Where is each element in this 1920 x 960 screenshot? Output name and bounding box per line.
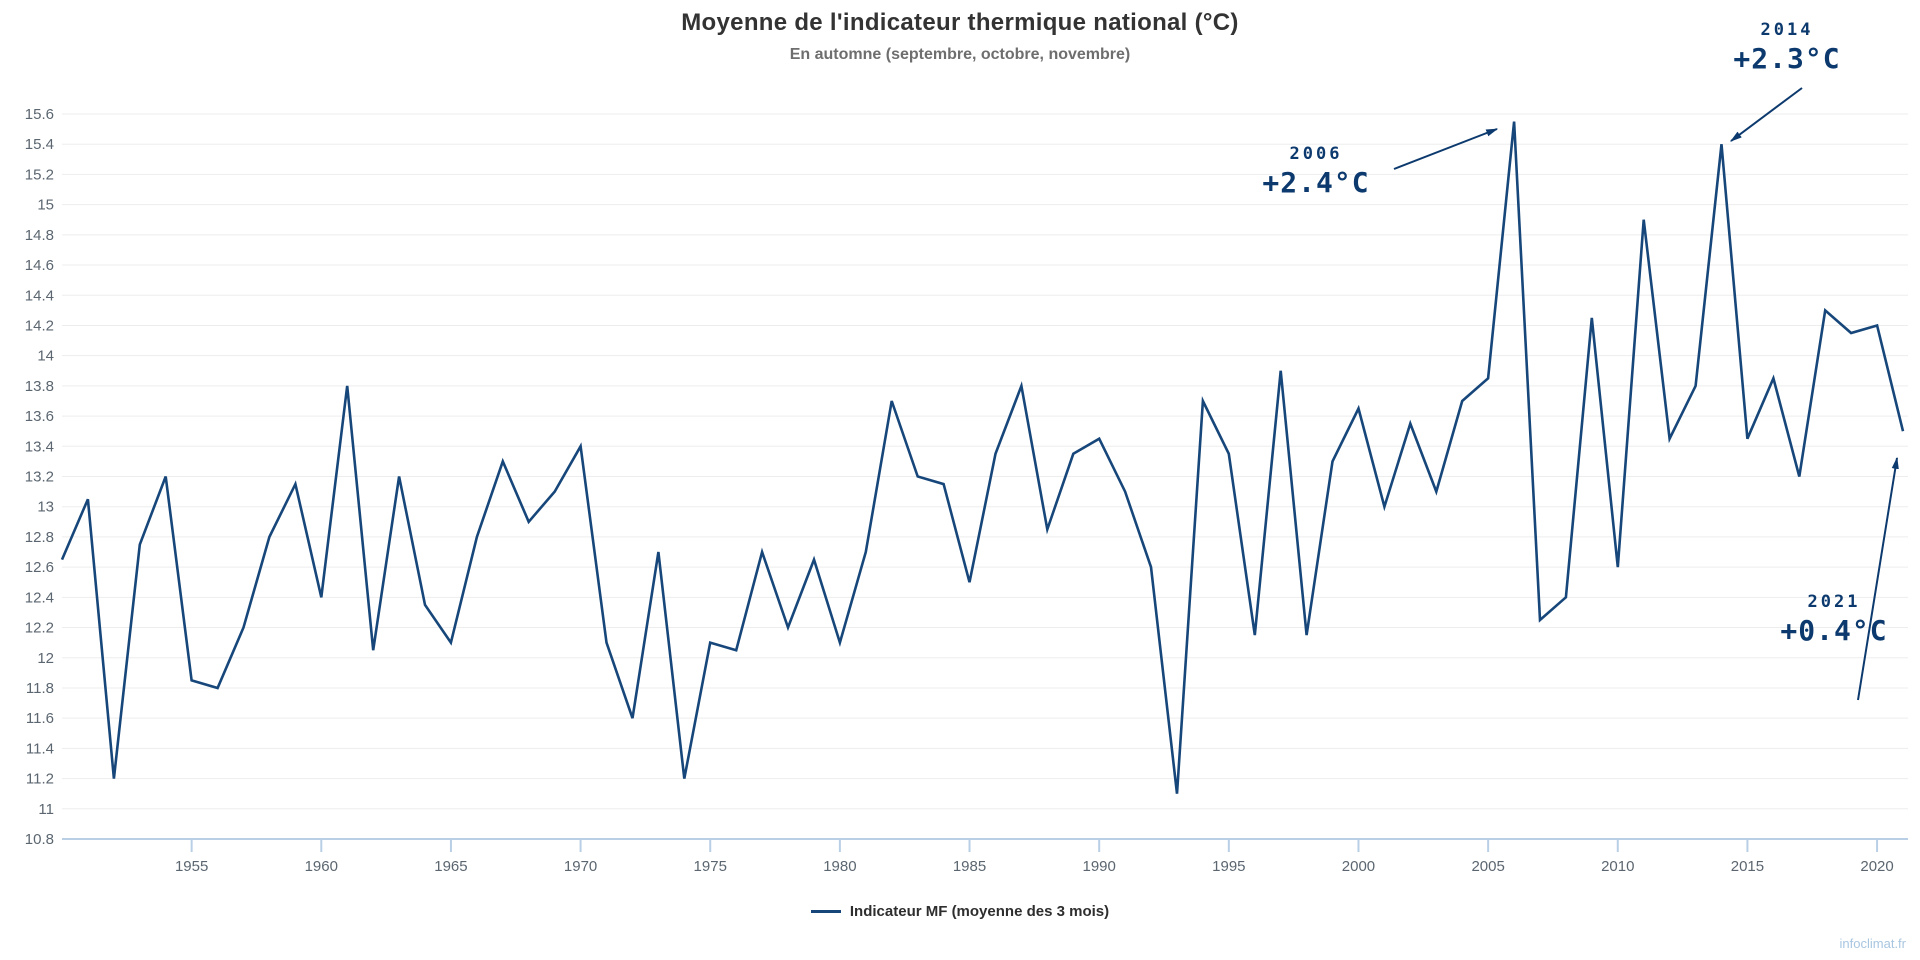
svg-text:1985: 1985: [953, 858, 986, 875]
svg-text:13: 13: [37, 499, 54, 516]
annotation-value-label: +2.3°C: [1733, 42, 1841, 75]
annotation-2021: 2021 +0.4°C: [1780, 592, 1887, 647]
annotation-year-label: 2006: [1289, 144, 1343, 164]
legend-series-label: Indicateur MF (moyenne des 3 mois): [849, 903, 1110, 920]
annotation-value-label: +2.4°C: [1262, 166, 1370, 199]
svg-text:1955: 1955: [175, 858, 208, 875]
svg-text:1995: 1995: [1212, 858, 1245, 875]
svg-text:2005: 2005: [1471, 858, 1504, 875]
svg-text:1965: 1965: [434, 858, 467, 875]
annotation-arrows: [1393, 87, 1899, 701]
svg-text:13.4: 13.4: [25, 438, 54, 455]
svg-text:12.8: 12.8: [25, 529, 54, 546]
svg-text:15: 15: [37, 197, 54, 214]
svg-text:1960: 1960: [305, 858, 338, 875]
svg-text:14.2: 14.2: [25, 317, 54, 334]
svg-text:1970: 1970: [564, 858, 597, 875]
svg-text:2015: 2015: [1731, 858, 1764, 875]
svg-text:12.2: 12.2: [25, 620, 54, 637]
data-line-indicateur-mf: [60, 121, 1905, 794]
svg-text:11.6: 11.6: [26, 710, 54, 727]
svg-text:14.4: 14.4: [25, 287, 54, 304]
svg-text:2010: 2010: [1601, 858, 1634, 875]
svg-text:12: 12: [37, 650, 54, 667]
x-axis-ticks: 1955 1960 1965 1970 1975 1980 1985 1990 1995 2000…: [175, 840, 1894, 875]
svg-text:13.8: 13.8: [25, 378, 54, 395]
svg-text:15.4: 15.4: [25, 136, 54, 153]
svg-text:2020: 2020: [1860, 858, 1893, 875]
svg-text:12.6: 12.6: [25, 559, 54, 576]
annotation-2014: 2014 +2.3°C: [1733, 20, 1840, 75]
watermark-infoclimat: infoclimat.fr: [1839, 936, 1906, 951]
svg-text:1975: 1975: [694, 858, 727, 875]
annotation-value-label: +0.4°C: [1780, 614, 1888, 647]
svg-text:13.2: 13.2: [25, 469, 54, 486]
svg-text:11.2: 11.2: [26, 771, 54, 788]
svg-text:15.6: 15.6: [25, 106, 54, 123]
svg-text:2000: 2000: [1342, 858, 1375, 875]
svg-text:10.8: 10.8: [25, 831, 54, 848]
svg-text:14: 14: [37, 348, 54, 365]
svg-text:1990: 1990: [1082, 858, 1115, 875]
chart-legend: Indicateur MF (moyenne des 3 mois): [0, 903, 1920, 920]
svg-text:12.4: 12.4: [25, 589, 54, 606]
svg-text:14.8: 14.8: [25, 227, 54, 244]
svg-text:11: 11: [38, 801, 54, 818]
chart-title: Moyenne de l'indicateur thermique nation…: [681, 9, 1239, 36]
annotation-2006: 2006 +2.4°C: [1262, 144, 1369, 199]
svg-text:13.6: 13.6: [25, 408, 54, 425]
chart-subtitle: En automne (septembre, octobre, novembre…: [789, 46, 1131, 63]
annotation-year-label: 2014: [1760, 20, 1814, 40]
svg-text:11.4: 11.4: [26, 740, 54, 757]
svg-text:15.2: 15.2: [25, 166, 54, 183]
legend-line-swatch: [810, 910, 841, 913]
annotation-year-label: 2021: [1807, 592, 1861, 612]
svg-text:11.8: 11.8: [26, 680, 54, 697]
svg-text:1980: 1980: [823, 858, 856, 875]
svg-text:14.6: 14.6: [25, 257, 54, 274]
y-gridlines: 10.8 11 11.2 11.4 11.6 11.8 12 12.2 12.4 12.6 12.8…: [25, 106, 1908, 848]
